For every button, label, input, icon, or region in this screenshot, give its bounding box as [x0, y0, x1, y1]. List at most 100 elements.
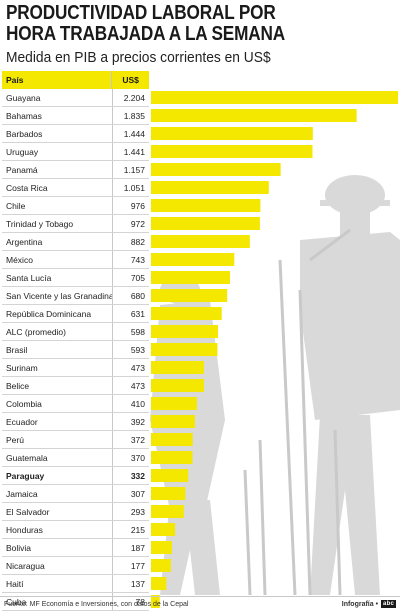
- column-header-country: País: [6, 75, 24, 85]
- bar-trinidad-y-tobago: [151, 217, 260, 230]
- value-label: 372: [112, 431, 149, 448]
- country-label: Chile: [6, 200, 26, 211]
- country-label: Cuba: [6, 596, 27, 607]
- value-label: 293: [112, 503, 149, 520]
- chart-subtitle: Medida en PIB a precios corrientes en US…: [6, 49, 271, 66]
- value-label: 332: [112, 467, 149, 484]
- bar-belice: [151, 379, 205, 392]
- country-label: Ecuador: [6, 416, 38, 427]
- country-label: Jamaica: [6, 488, 38, 499]
- country-label: Bahamas: [6, 110, 42, 121]
- bar-cuba: [151, 595, 160, 608]
- footer-divider: [0, 596, 400, 597]
- table-row: Argentina 882: [2, 233, 149, 251]
- table-row: Guayana 2.204: [2, 89, 149, 107]
- bar-surinam: [151, 361, 205, 374]
- table-row: El Salvador 293: [2, 503, 149, 521]
- title-block: PRODUCTIVIDAD LABORAL POR HORA TRABAJADA…: [6, 3, 396, 67]
- value-label: 370: [112, 449, 149, 466]
- table-row: Belice 473: [2, 377, 149, 395]
- value-label: 2.204: [112, 89, 149, 106]
- table-row: Barbados 1.444: [2, 125, 149, 143]
- table-header: País US$: [2, 71, 149, 89]
- bar-paraguay: [151, 469, 189, 482]
- bar-colombia: [151, 397, 197, 410]
- table-row: Panamá 1.157: [2, 161, 149, 179]
- bar-chile: [151, 199, 261, 212]
- bar-brasil: [151, 343, 218, 356]
- country-label: Honduras: [6, 524, 43, 535]
- country-label: Belice: [6, 380, 30, 391]
- bar-méxico: [151, 253, 235, 266]
- country-label: Santa Lucía: [6, 272, 52, 283]
- bar-ecuador: [151, 415, 195, 428]
- country-label: Barbados: [6, 128, 43, 139]
- bar-alc-promedio-: [151, 325, 219, 338]
- table-row: Ecuador 392: [2, 413, 149, 431]
- bar-perú: [151, 433, 193, 446]
- table-row: Bolivia 187: [2, 539, 149, 557]
- value-label: 976: [112, 197, 149, 214]
- value-label: 1.441: [112, 143, 149, 160]
- country-label: Uruguay: [6, 146, 39, 157]
- bar-san-vicente-y-las-granadinas: [151, 289, 228, 302]
- bar-barbados: [151, 127, 313, 140]
- bar-república-dominicana: [151, 307, 222, 320]
- country-label: Paraguay: [6, 470, 45, 481]
- value-label: 473: [112, 377, 149, 394]
- country-label: Argentina: [6, 236, 43, 247]
- table-row: República Dominicana 631: [2, 305, 149, 323]
- table-row: Perú 372: [2, 431, 149, 449]
- country-label: Nicaragua: [6, 560, 45, 571]
- table-row: San Vicente y las Granadinas 680: [2, 287, 149, 305]
- country-label: Guatemala: [6, 452, 48, 463]
- value-label: 177: [112, 557, 149, 574]
- bar-jamaica: [151, 487, 186, 500]
- value-label: 593: [112, 341, 149, 358]
- bar-el-salvador: [151, 505, 184, 518]
- country-label: Costa Rica: [6, 182, 48, 193]
- value-label: 1.444: [112, 125, 149, 142]
- bar-guatemala: [151, 451, 193, 464]
- value-label: 392: [112, 413, 149, 430]
- value-label: 972: [112, 215, 149, 232]
- value-label: 78: [112, 593, 149, 610]
- table-body: Guayana 2.204 Bahamas 1.835 Barbados 1.444 Uru…: [2, 89, 149, 611]
- value-label: 680: [112, 287, 149, 304]
- country-label: República Dominicana: [6, 308, 92, 319]
- abc-logo: abc: [381, 600, 396, 608]
- country-label: San Vicente y las Granadinas: [6, 290, 112, 301]
- country-label: El Salvador: [6, 506, 50, 517]
- value-label: 307: [112, 485, 149, 502]
- country-label: Bolivia: [6, 542, 32, 553]
- value-label: 137: [112, 575, 149, 592]
- value-label: 187: [112, 539, 149, 556]
- value-label: 743: [112, 251, 149, 268]
- table-row: Honduras 215: [2, 521, 149, 539]
- column-header-value: US$: [111, 71, 149, 89]
- source-note: Fuente: MF Economía e Inversiones, con d…: [4, 600, 189, 608]
- table-row: Surinam 473: [2, 359, 149, 377]
- table-row: México 743: [2, 251, 149, 269]
- data-table: País US$ Guayana 2.204 Bahamas 1.835 Barbado…: [2, 71, 149, 611]
- table-row: Bahamas 1.835: [2, 107, 149, 125]
- country-label: Surinam: [6, 362, 38, 373]
- table-row: Costa Rica 1.051: [2, 179, 149, 197]
- table-row: Jamaica 307: [2, 485, 149, 503]
- bar-uruguay: [151, 145, 313, 158]
- value-label: 882: [112, 233, 149, 250]
- value-label: 410: [112, 395, 149, 412]
- value-label: 473: [112, 359, 149, 376]
- country-label: México: [6, 254, 33, 265]
- chart-title-line-1: PRODUCTIVIDAD LABORAL POR: [6, 2, 276, 24]
- footer: Fuente: MF Economía e Inversiones, con d…: [4, 600, 396, 608]
- table-row: Santa Lucía 705: [2, 269, 149, 287]
- country-label: ALC (promedio): [6, 326, 66, 337]
- country-label: Panamá: [6, 164, 38, 175]
- table-row: Colombia 410: [2, 395, 149, 413]
- bar-costa-rica: [151, 181, 269, 194]
- country-label: Perú: [6, 434, 24, 445]
- country-label: Colombia: [6, 398, 42, 409]
- table-row: Haití 137: [2, 575, 149, 593]
